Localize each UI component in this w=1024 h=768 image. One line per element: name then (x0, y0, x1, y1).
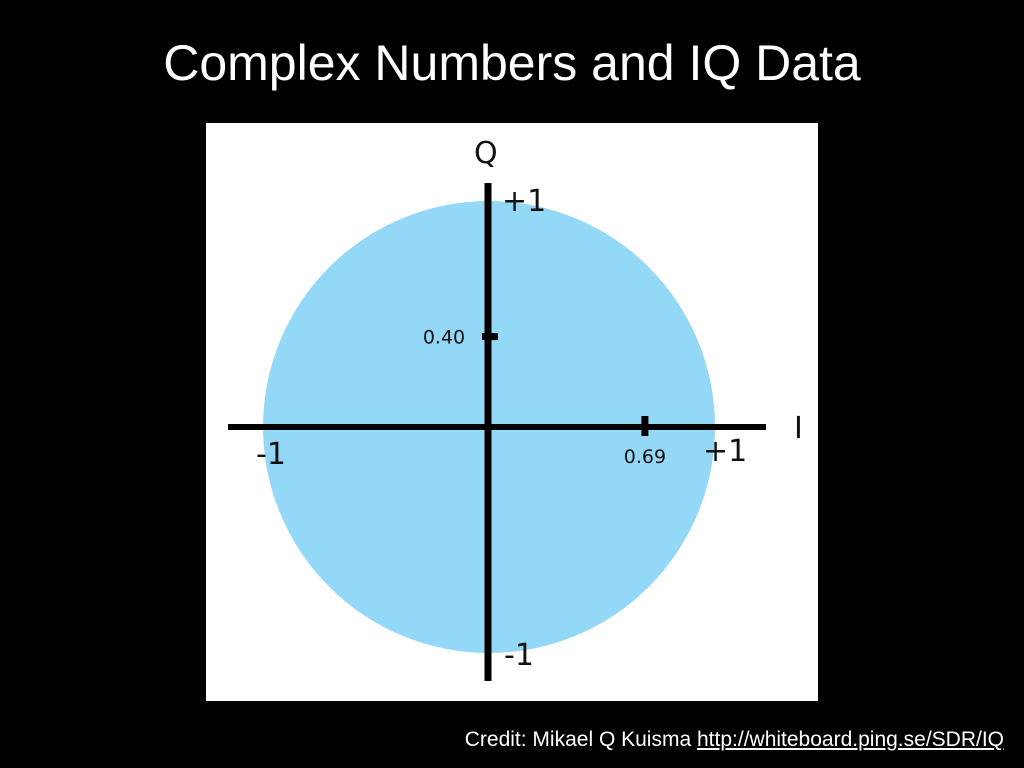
q-axis-label: Q (474, 136, 498, 171)
credit-text: Credit: Mikael Q Kuisma (464, 728, 692, 751)
q-value-label: 0.40 (423, 327, 465, 349)
iq-diagram-svg: Q I +1 -1 -1 +1 0.69 0.40 (228, 136, 803, 681)
i-value-marker (641, 416, 649, 436)
credit-line: Credit: Mikael Q Kuisma http://whiteboar… (465, 726, 1004, 754)
i-value-label: 0.69 (624, 446, 666, 468)
credit-link[interactable]: http://whiteboard.ping.se/SDR/IQ (697, 728, 1004, 751)
q-neg-label: -1 (504, 638, 534, 673)
i-pos-label: +1 (703, 434, 747, 469)
i-axis-label: I (794, 411, 803, 446)
q-value-marker (482, 333, 498, 341)
slide-title: Complex Numbers and IQ Data (163, 35, 861, 91)
i-neg-label: -1 (256, 437, 286, 472)
q-pos-label: +1 (502, 184, 546, 219)
iq-diagram: Q I +1 -1 -1 +1 0.69 0.40 (206, 123, 818, 701)
